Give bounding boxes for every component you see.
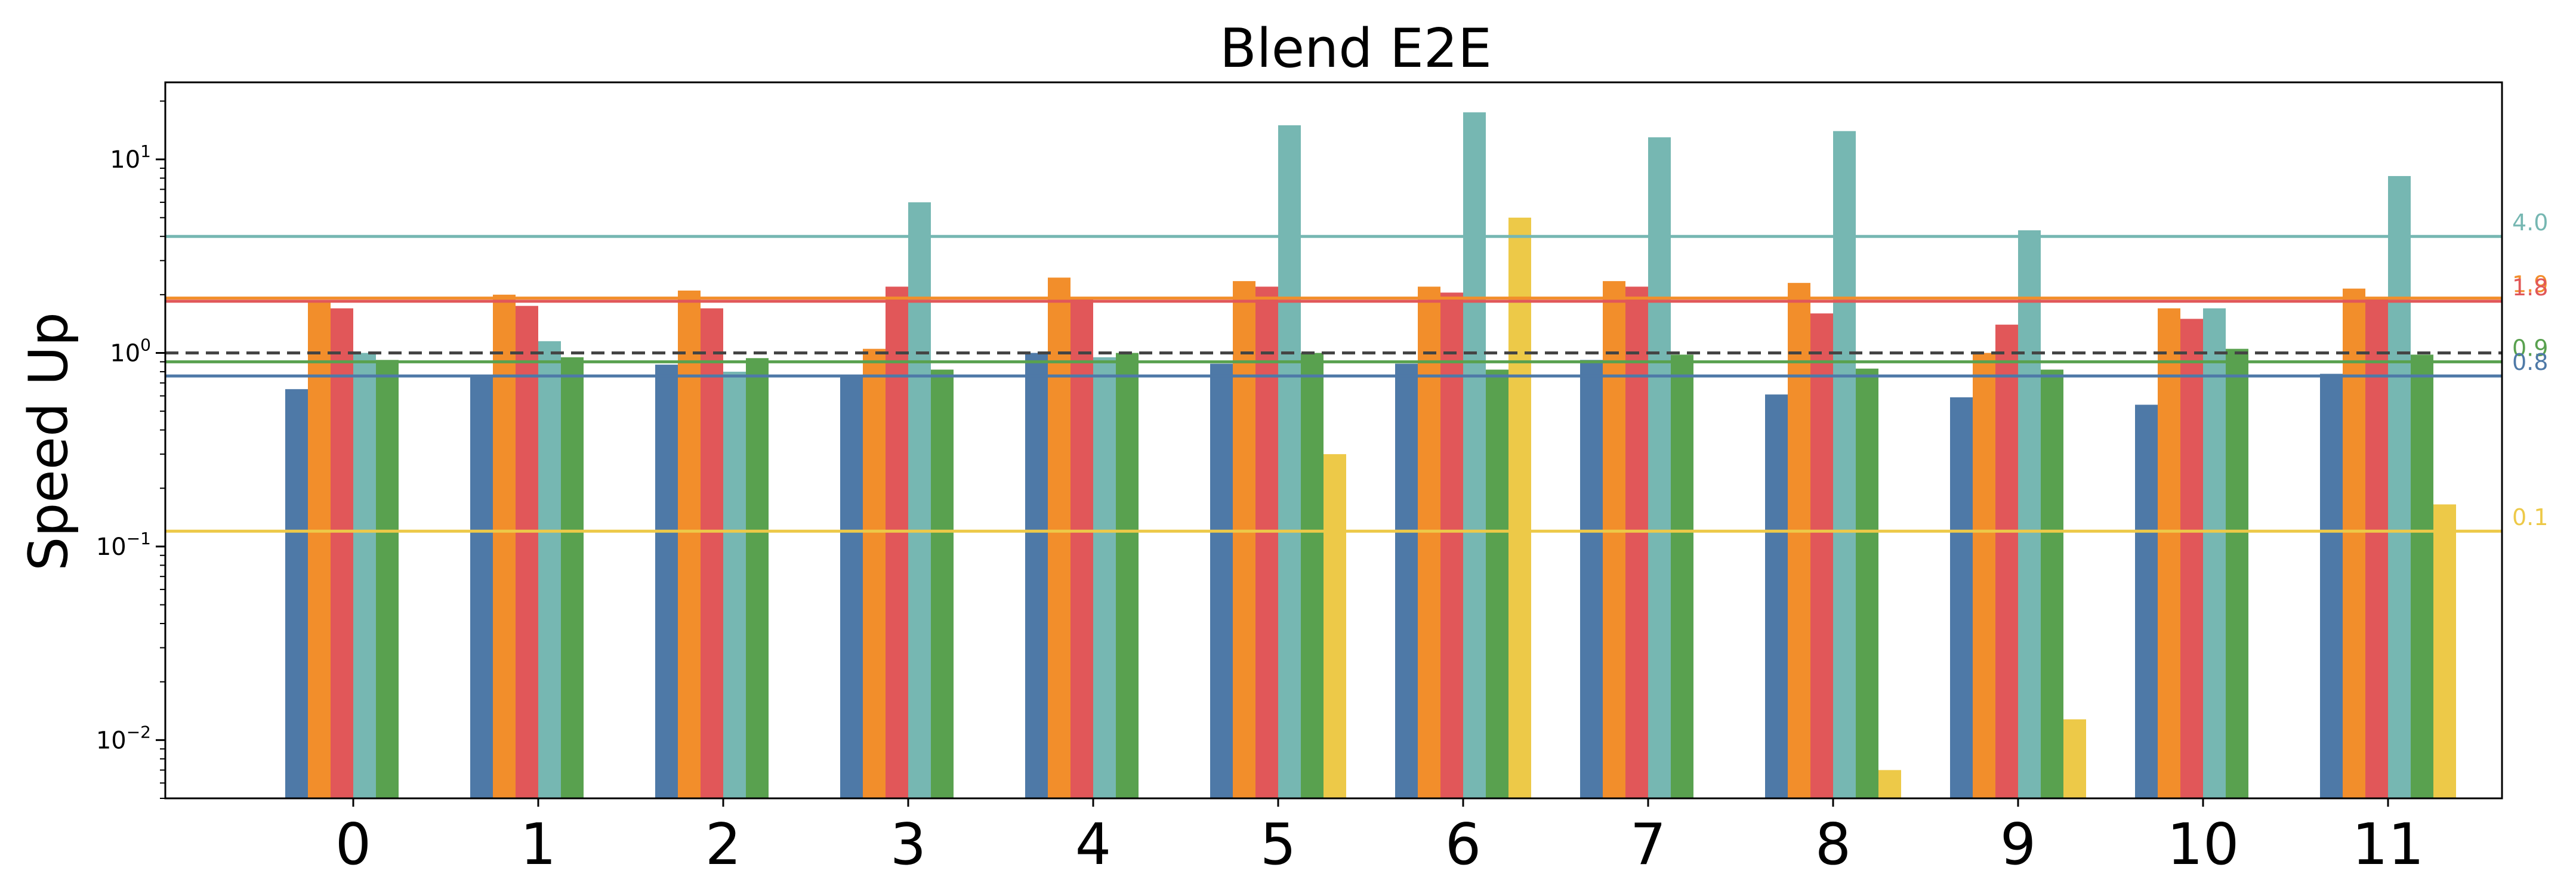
- x-tick-label: 3: [890, 812, 926, 878]
- bar: [1671, 354, 1693, 798]
- bar: [1233, 281, 1255, 799]
- bar: [886, 286, 908, 798]
- reference-line-label: 0.8: [2512, 349, 2548, 375]
- y-tick-label: 101: [110, 141, 151, 174]
- bar: [1810, 313, 1833, 798]
- bar: [2063, 719, 2086, 798]
- bar: [840, 376, 863, 798]
- chart-title: Blend E2E: [1220, 17, 1492, 80]
- bar: [1418, 286, 1440, 798]
- bar: [2203, 308, 2226, 798]
- bar: [655, 365, 678, 798]
- bar: [2320, 374, 2343, 798]
- y-axis-label: Speed Up: [17, 312, 80, 571]
- bar: [1440, 292, 1463, 798]
- reference-line-label: 0.9: [2512, 335, 2548, 361]
- bar: [1625, 286, 1648, 798]
- bar: [2433, 504, 2456, 798]
- bar: [2180, 319, 2203, 798]
- x-tick-label: 10: [2167, 812, 2239, 878]
- bar: [746, 358, 769, 798]
- bar: [1255, 286, 1278, 798]
- bar: [1995, 325, 2018, 798]
- bar: [1833, 131, 1856, 798]
- x-tick-label: 7: [1630, 812, 1666, 878]
- bar: [2343, 288, 2365, 798]
- bar: [308, 301, 331, 798]
- bar: [1278, 125, 1301, 799]
- bar: [723, 371, 746, 798]
- bar: [1856, 368, 1878, 798]
- bar: [931, 369, 954, 798]
- y-tick-label: 10−2: [96, 722, 151, 754]
- bar: [1395, 363, 1418, 798]
- bar: [1048, 277, 1070, 799]
- bar: [678, 290, 701, 798]
- x-tick-label: 11: [2352, 812, 2424, 878]
- bar: [285, 389, 308, 798]
- bar: [2411, 354, 2433, 798]
- bar: [331, 308, 353, 798]
- bar: [908, 202, 931, 798]
- bar: [1210, 363, 1233, 798]
- bar: [1093, 357, 1116, 798]
- bar: [1486, 369, 1508, 798]
- bar: [353, 353, 376, 798]
- bar: [2365, 299, 2388, 798]
- x-tick-label: 2: [705, 812, 741, 878]
- bar: [561, 357, 584, 798]
- bar: [1508, 217, 1531, 798]
- bar: [1025, 353, 1048, 798]
- bar: [1788, 283, 1810, 799]
- bar: [1580, 360, 1603, 798]
- x-tick-label: 6: [1445, 812, 1481, 878]
- bar: [1301, 353, 1324, 798]
- bar: [2018, 230, 2041, 799]
- reference-line-label: 4.0: [2512, 209, 2548, 236]
- x-tick-label: 9: [2000, 812, 2036, 878]
- bar: [376, 360, 399, 798]
- bar: [1324, 454, 1346, 798]
- y-tick-label: 100: [110, 335, 151, 368]
- bar: [1603, 281, 1625, 799]
- bar: [538, 341, 561, 798]
- bar: [1070, 299, 1093, 798]
- bar: [1463, 112, 1486, 799]
- bar: [1973, 353, 1995, 798]
- bar: [516, 305, 538, 798]
- bar: [1765, 394, 1788, 798]
- reference-line-label: 1.8: [2512, 274, 2548, 301]
- reference-line-label: 1.9: [2512, 271, 2548, 298]
- y-tick-label: 10−1: [96, 529, 151, 561]
- bar: [1116, 353, 1139, 798]
- bar: [1878, 770, 1901, 798]
- x-tick-label: 4: [1075, 812, 1111, 878]
- bar: [2388, 176, 2411, 798]
- x-tick-label: 0: [335, 812, 371, 878]
- plot-frame: [164, 81, 2503, 800]
- bar: [1950, 397, 1973, 798]
- bar: [2158, 308, 2180, 798]
- x-tick-label: 5: [1260, 812, 1296, 878]
- reference-line-label: 0.1: [2512, 504, 2548, 530]
- x-tick-label: 8: [1815, 812, 1851, 878]
- bar: [701, 308, 723, 798]
- bar: [863, 348, 886, 798]
- bar: [1648, 137, 1671, 798]
- bar: [2041, 369, 2063, 798]
- bar: [493, 294, 516, 799]
- bar: [2226, 348, 2248, 798]
- plot-area: 4.0 1.91.8 0.90.8 0.1 0 1 2 3 4 5 6 7 8 9 10 11 10−2 10−1…: [96, 100, 2548, 878]
- bar: [470, 377, 493, 798]
- x-tick-label: 1: [520, 812, 556, 878]
- bar: [2135, 405, 2158, 798]
